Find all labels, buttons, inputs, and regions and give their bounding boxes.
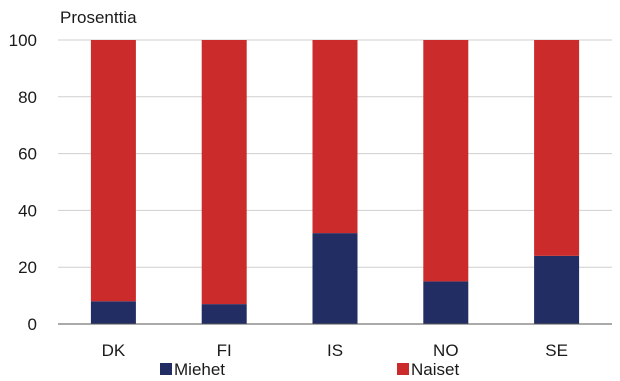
bar-no-miehet bbox=[423, 281, 469, 324]
legend-label-naiset: Naiset bbox=[411, 360, 459, 379]
bar-fi-naiset bbox=[201, 40, 247, 305]
y-tick-label: 0 bbox=[28, 315, 37, 334]
x-category-label: SE bbox=[545, 341, 568, 360]
x-category-labels: DK FI IS NO SE bbox=[102, 341, 568, 360]
y-tick-label: 80 bbox=[18, 88, 37, 107]
bar-dk-naiset bbox=[90, 40, 136, 302]
y-tick-label: 100 bbox=[9, 31, 37, 50]
legend-swatch-naiset bbox=[397, 363, 409, 375]
x-category-label: FI bbox=[217, 341, 232, 360]
legend: Miehet Naiset bbox=[160, 360, 459, 379]
y-axis-label: Prosenttia bbox=[60, 8, 137, 27]
bar-fi-miehet bbox=[201, 304, 247, 324]
y-tick-label: 60 bbox=[18, 145, 37, 164]
bar-dk-miehet bbox=[90, 301, 136, 324]
bar-is-naiset bbox=[312, 40, 358, 234]
y-tick-label: 20 bbox=[18, 258, 37, 277]
x-category-label: IS bbox=[327, 341, 343, 360]
y-tick-label: 40 bbox=[18, 201, 37, 220]
bar-se-naiset bbox=[534, 40, 580, 256]
x-category-label: DK bbox=[102, 341, 126, 360]
bar-se-miehet bbox=[534, 255, 580, 324]
bars bbox=[90, 40, 580, 324]
bar-no-naiset bbox=[423, 40, 469, 282]
legend-swatch-miehet bbox=[160, 363, 172, 375]
legend-label-miehet: Miehet bbox=[174, 360, 225, 379]
bar-is-miehet bbox=[312, 233, 358, 324]
x-category-label: NO bbox=[433, 341, 459, 360]
y-tick-labels: 0 20 40 60 80 100 bbox=[9, 31, 37, 334]
